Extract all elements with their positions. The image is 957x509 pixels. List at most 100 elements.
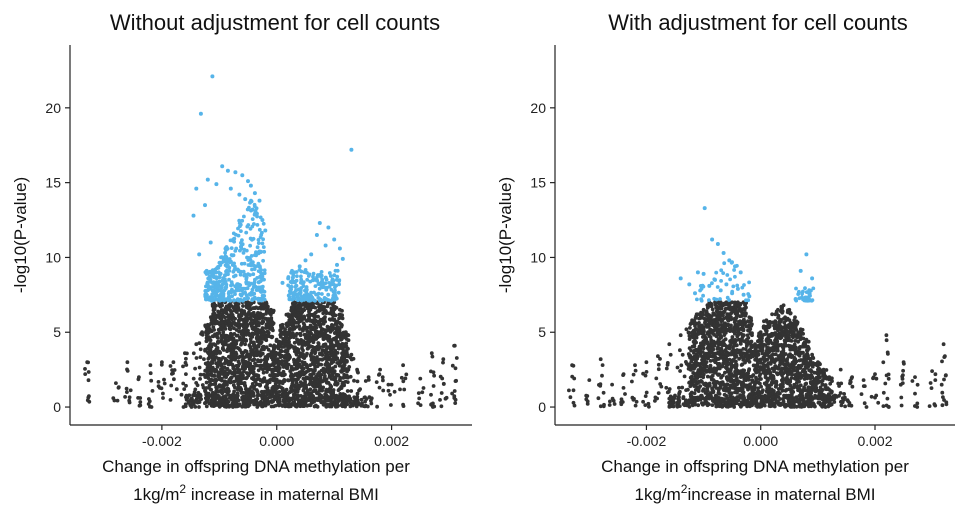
point xyxy=(313,368,317,373)
point xyxy=(724,388,729,393)
point xyxy=(228,260,232,265)
point xyxy=(253,277,257,282)
point xyxy=(331,310,336,315)
point xyxy=(714,404,719,409)
point xyxy=(246,256,251,260)
point xyxy=(308,330,312,335)
point xyxy=(259,393,263,398)
point xyxy=(314,233,319,237)
point xyxy=(251,260,255,265)
point xyxy=(283,353,288,358)
point xyxy=(234,310,239,314)
point xyxy=(284,322,289,326)
point xyxy=(716,388,721,393)
point xyxy=(761,324,766,329)
point xyxy=(258,235,263,240)
point xyxy=(291,401,296,406)
point xyxy=(209,382,214,387)
point xyxy=(316,291,321,296)
point xyxy=(656,391,661,395)
point xyxy=(356,370,360,375)
point xyxy=(255,405,260,409)
point xyxy=(256,238,261,242)
point xyxy=(249,208,253,213)
point xyxy=(256,323,261,328)
point xyxy=(229,290,234,295)
point xyxy=(226,272,230,277)
point xyxy=(128,388,133,393)
point xyxy=(398,387,402,392)
point xyxy=(349,147,354,152)
point xyxy=(257,313,261,318)
point xyxy=(258,215,263,220)
point xyxy=(292,300,296,305)
point xyxy=(329,287,334,292)
point xyxy=(688,326,692,330)
point xyxy=(366,375,371,379)
point xyxy=(220,390,225,395)
point xyxy=(719,335,724,340)
point xyxy=(701,387,706,392)
point xyxy=(453,397,458,402)
point xyxy=(296,313,301,317)
point xyxy=(223,371,228,376)
point xyxy=(224,397,229,401)
point xyxy=(335,262,339,267)
point xyxy=(215,346,220,351)
point xyxy=(208,338,213,343)
point xyxy=(191,376,196,381)
point xyxy=(290,327,295,332)
point xyxy=(730,300,734,305)
point xyxy=(244,376,249,381)
point xyxy=(278,399,282,404)
point xyxy=(696,368,701,372)
point xyxy=(255,223,260,227)
point xyxy=(716,364,721,369)
point xyxy=(216,266,221,270)
point xyxy=(705,386,710,391)
point xyxy=(633,363,637,368)
point xyxy=(297,264,302,269)
point xyxy=(127,398,132,403)
point xyxy=(259,272,264,276)
point xyxy=(340,316,345,321)
point xyxy=(770,349,775,353)
point xyxy=(369,396,374,401)
point xyxy=(643,394,648,398)
point xyxy=(729,377,734,382)
point xyxy=(254,377,259,382)
point xyxy=(211,288,216,293)
point xyxy=(346,333,351,338)
point xyxy=(453,379,458,383)
point xyxy=(225,367,230,372)
point xyxy=(323,281,328,286)
point xyxy=(700,350,705,354)
point xyxy=(600,373,604,378)
point xyxy=(235,375,240,379)
point xyxy=(261,390,266,395)
point xyxy=(429,351,434,356)
point xyxy=(238,348,242,352)
point xyxy=(150,389,155,393)
point xyxy=(776,315,780,320)
point xyxy=(254,250,258,255)
point xyxy=(286,283,291,288)
point xyxy=(334,283,339,288)
point xyxy=(763,375,768,380)
point xyxy=(729,363,734,368)
point xyxy=(242,381,247,385)
point xyxy=(249,321,254,326)
point xyxy=(232,261,237,266)
point xyxy=(416,391,421,395)
point xyxy=(204,292,209,296)
point xyxy=(241,360,245,365)
point xyxy=(735,326,740,331)
point xyxy=(244,230,249,235)
point xyxy=(125,360,130,365)
point xyxy=(240,238,244,243)
point xyxy=(228,345,233,349)
point xyxy=(325,389,330,394)
point xyxy=(308,279,313,284)
point xyxy=(269,318,273,322)
